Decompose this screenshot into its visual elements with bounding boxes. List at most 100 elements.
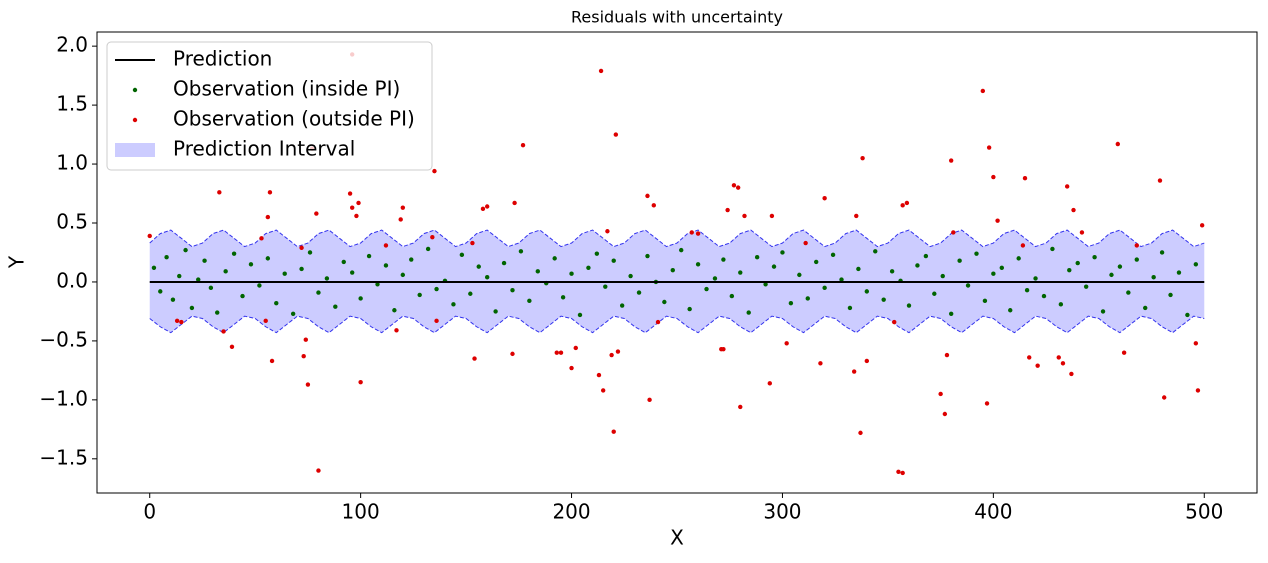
observation-point [938,391,943,397]
observation-point [1058,302,1064,307]
observation-point [1064,184,1070,189]
observation-point [689,230,694,235]
observation-point [999,265,1004,271]
observation-point [432,168,437,174]
observation-point [860,155,865,161]
observation-point [986,145,992,150]
observation-point [520,142,526,148]
y-tick-label: 0.0 [56,268,88,292]
observation-point [1041,293,1047,299]
observation-point [942,411,948,417]
observation-point [769,213,775,219]
observation-point [1115,141,1121,147]
observation-point [957,258,962,263]
observation-point [974,251,979,256]
observation-point [472,356,477,361]
legend-label: Observation (outside PI) [173,107,415,131]
observation-point [594,251,600,256]
observation-point [991,271,996,276]
observation-point [613,132,619,137]
observation-point [552,256,557,261]
observation-point [229,344,235,350]
observation-point [1016,256,1021,261]
observation-point [307,250,313,255]
legend-label: Prediction [173,47,272,71]
observation-point [742,213,747,219]
observation-point [856,266,861,272]
observation-point [451,302,456,307]
observation-point [183,247,188,253]
observation-point [1176,270,1182,275]
observation-point [569,365,574,371]
y-tick-label: 2.0 [56,33,88,57]
observation-point [940,273,945,279]
observation-point [358,296,363,301]
observation-point [847,305,853,311]
observation-point [881,297,886,302]
observation-point [687,306,692,312]
observation-point [1193,262,1199,267]
plot-area [147,52,1205,476]
observation-point [1117,264,1123,269]
observation-point [771,264,777,269]
observation-point [864,289,870,294]
observation-point [1060,361,1066,366]
observation-point [174,318,180,324]
legend-swatch [132,117,138,123]
interval-edge [149,229,1205,248]
observation-point [818,361,823,366]
legend-box [106,41,433,171]
legend-label: Prediction Interval [173,137,355,161]
observation-point [636,290,642,295]
observation-point [628,273,633,279]
observation-point [1134,257,1139,262]
observation-point [468,291,473,296]
observation-point [1027,355,1032,360]
observation-point [1199,223,1205,228]
observation-point [577,312,583,318]
observation-point [915,263,920,268]
observation-point [400,205,406,210]
observation-point [1100,309,1106,314]
observation-point [1071,207,1076,213]
observation-point [1033,276,1038,281]
x-tick-label: 200 [552,500,590,524]
observation-point [527,298,532,304]
observation-point [609,352,614,358]
observation-point [493,309,498,314]
y-tick-label: 1.0 [56,151,88,175]
observation-point [721,257,726,262]
observation-point [333,304,338,309]
observation-point [518,249,524,254]
observation-point [948,311,954,316]
observation-point [573,345,578,351]
observation-point [729,293,735,299]
observation-point [600,388,606,393]
observation-point [605,229,610,234]
observation-point [554,350,559,355]
observation-point [1157,178,1163,183]
plot-frame [96,31,1258,494]
observation-point [596,372,602,378]
observation-point [763,282,768,287]
observation-point [1092,254,1097,260]
y-tick-label: −1.0 [39,386,88,410]
observation-point [560,295,566,300]
observation-point [290,311,296,316]
observation-point [267,190,273,195]
observation-point [501,260,507,266]
observation-point [459,252,465,258]
observation-point [398,217,403,222]
observation-point [265,214,271,220]
observation-point [645,193,650,199]
observation-point [535,269,540,274]
observation-point [257,283,262,288]
observation-point [647,397,652,403]
observation-point [1075,260,1080,266]
x-tick-label: 500 [1185,500,1223,524]
observation-point [510,351,515,357]
observation-point [655,319,661,325]
observation-point [1050,246,1055,252]
observation-point [948,158,954,163]
observation-point [409,257,414,262]
